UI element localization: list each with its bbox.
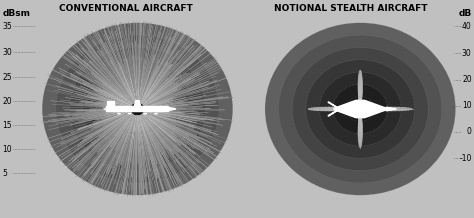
Ellipse shape: [279, 35, 442, 183]
Ellipse shape: [83, 60, 192, 158]
Text: 20: 20: [462, 75, 472, 84]
Ellipse shape: [154, 113, 158, 114]
Ellipse shape: [70, 48, 205, 170]
Text: 20: 20: [2, 97, 12, 106]
Ellipse shape: [306, 60, 415, 158]
Ellipse shape: [333, 84, 387, 134]
Text: 5: 5: [2, 169, 7, 178]
Ellipse shape: [143, 113, 147, 114]
Ellipse shape: [117, 113, 121, 114]
Polygon shape: [386, 107, 397, 111]
Ellipse shape: [42, 23, 233, 195]
Text: NOTIONAL STEALTH AIRCRAFT: NOTIONAL STEALTH AIRCRAFT: [274, 4, 428, 13]
Text: 25: 25: [2, 73, 12, 82]
Text: dB: dB: [458, 9, 472, 18]
Text: 15: 15: [2, 121, 12, 130]
Ellipse shape: [319, 72, 401, 146]
Text: CONVENTIONAL AIRCRAFT: CONVENTIONAL AIRCRAFT: [59, 4, 192, 13]
Text: dBsm: dBsm: [2, 9, 30, 18]
Text: 30: 30: [2, 48, 12, 57]
Text: -10: -10: [459, 153, 472, 163]
Polygon shape: [103, 100, 172, 111]
Polygon shape: [107, 100, 114, 107]
Ellipse shape: [110, 84, 164, 134]
Ellipse shape: [56, 35, 219, 183]
Text: 40: 40: [462, 22, 472, 31]
Text: 35: 35: [2, 22, 12, 31]
Text: 30: 30: [462, 49, 472, 58]
Polygon shape: [328, 110, 338, 116]
Text: 0: 0: [467, 127, 472, 136]
Ellipse shape: [97, 72, 178, 146]
Ellipse shape: [124, 97, 151, 121]
Ellipse shape: [346, 97, 374, 121]
Ellipse shape: [292, 48, 428, 170]
FancyBboxPatch shape: [106, 106, 169, 112]
Polygon shape: [168, 107, 176, 111]
Ellipse shape: [265, 23, 456, 195]
Text: 10: 10: [2, 145, 12, 154]
Polygon shape: [328, 102, 338, 108]
Polygon shape: [334, 100, 386, 118]
Text: 10: 10: [462, 101, 472, 110]
Ellipse shape: [128, 113, 132, 114]
